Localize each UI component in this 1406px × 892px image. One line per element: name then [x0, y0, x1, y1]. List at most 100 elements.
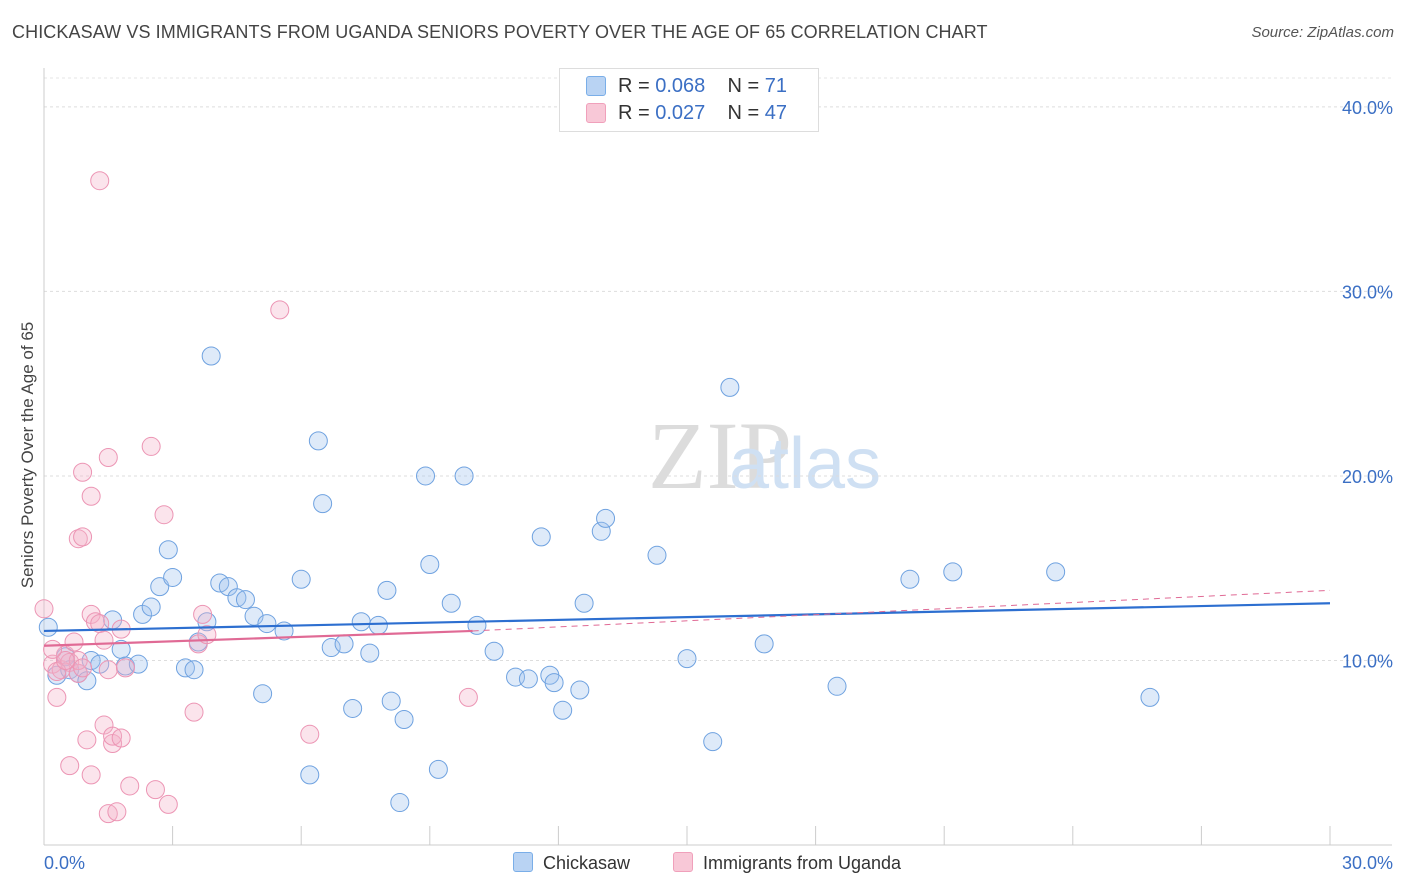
point-chickasaw-42: [390, 793, 410, 813]
point-chickasaw-34: [321, 638, 341, 658]
point-uganda-32: [141, 436, 161, 456]
point-chickasaw-66: [827, 676, 847, 696]
point-uganda-16: [81, 765, 101, 785]
point-uganda-34: [154, 505, 174, 525]
point-uganda-23: [98, 660, 118, 680]
legend-n-label: N =: [727, 75, 760, 97]
legend-r-label: R =: [618, 75, 650, 97]
point-uganda-21: [94, 630, 114, 650]
point-chickasaw-43: [394, 710, 414, 730]
data-points: [34, 171, 1160, 824]
point-chickasaw-41: [381, 691, 401, 711]
legend-swatch-chickasaw: [586, 76, 606, 96]
point-uganda-33: [145, 780, 165, 800]
legend-r-label: R =: [618, 102, 650, 124]
legend-n-value: 47: [764, 102, 788, 124]
point-chickasaw-13: [141, 597, 161, 617]
watermark-zip: ZIP: [648, 402, 792, 509]
point-chickasaw-65: [754, 634, 774, 654]
point-uganda-2: [47, 687, 67, 707]
trend-line-chickasaw: [43, 602, 1331, 633]
y-tick-label-0: 10.0%: [1342, 651, 1393, 671]
point-chickasaw-55: [544, 673, 564, 693]
point-chickasaw-47: [441, 593, 461, 613]
point-chickasaw-53: [531, 527, 551, 547]
point-uganda-44: [55, 650, 75, 670]
axes: [43, 68, 1392, 846]
point-uganda-30: [111, 728, 131, 748]
legend-n-value: 71: [764, 75, 788, 97]
bottom-legend-label-uganda: Immigrants from Uganda: [703, 853, 902, 873]
point-uganda-42: [458, 687, 478, 707]
point-uganda-6: [60, 756, 80, 776]
point-chickasaw-18: [184, 660, 204, 680]
legend-r-value: 0.027: [655, 102, 706, 124]
point-uganda-0: [34, 599, 54, 619]
point-uganda-45: [43, 639, 63, 659]
point-uganda-41: [300, 724, 320, 744]
grid-lines: [44, 77, 1392, 661]
source-credit: Source: ZipAtlas.com: [1251, 24, 1394, 41]
point-chickasaw-60: [596, 508, 616, 528]
point-chickasaw-38: [360, 643, 380, 663]
point-uganda-12: [73, 527, 93, 547]
point-chickasaw-64: [720, 377, 740, 397]
point-uganda-28: [107, 802, 127, 822]
point-uganda-36: [184, 702, 204, 722]
point-chickasaw-0: [38, 617, 58, 637]
point-chickasaw-25: [235, 590, 255, 610]
point-uganda-17: [81, 486, 101, 506]
point-chickasaw-50: [484, 641, 504, 661]
point-chickasaw-67: [900, 569, 920, 589]
point-chickasaw-70: [1140, 687, 1160, 707]
point-chickasaw-28: [257, 614, 277, 634]
point-chickasaw-59: [591, 521, 611, 541]
legend-n-label: N =: [727, 102, 760, 124]
point-chickasaw-30: [291, 569, 311, 589]
y-tick-label-1: 20.0%: [1342, 467, 1393, 487]
trend-line-uganda: [43, 629, 473, 647]
bottom-legend-swatch-uganda: [673, 852, 693, 872]
point-chickasaw-39: [368, 615, 388, 635]
bottom-legend-swatch-chickasaw: [513, 852, 533, 872]
point-chickasaw-48: [454, 466, 474, 486]
bottom-legend-chickasaw: Chickasaw: [513, 852, 630, 874]
point-chickasaw-68: [943, 562, 963, 582]
point-uganda-46: [115, 658, 135, 678]
point-chickasaw-69: [1046, 562, 1066, 582]
legend: R = 0.068 N = 71 R = 0.027 N = 47: [559, 68, 819, 132]
point-chickasaw-52: [518, 669, 538, 689]
point-chickasaw-27: [253, 684, 273, 704]
point-chickasaw-45: [420, 555, 440, 575]
point-uganda-20: [90, 171, 110, 191]
trend-line-uganda-extrapolated: [472, 589, 1331, 632]
bottom-legend-uganda: Immigrants from Uganda: [673, 852, 901, 874]
point-chickasaw-40: [377, 580, 397, 600]
point-chickasaw-62: [677, 649, 697, 669]
legend-r-value: 0.068: [655, 75, 706, 97]
point-uganda-14: [77, 730, 97, 750]
point-chickasaw-61: [647, 545, 667, 565]
point-chickasaw-16: [163, 567, 183, 587]
point-chickasaw-33: [313, 494, 333, 514]
point-uganda-11: [73, 658, 93, 678]
chart-title: CHICKASAW VS IMMIGRANTS FROM UGANDA SENI…: [12, 22, 988, 42]
point-uganda-40: [270, 300, 290, 320]
point-chickasaw-31: [300, 765, 320, 785]
point-uganda-13: [73, 462, 93, 482]
point-uganda-31: [120, 776, 140, 796]
y-tick-label-2: 30.0%: [1342, 282, 1393, 302]
watermark-atlas: atlas: [729, 424, 881, 504]
x-tick-label-1: 30.0%: [1342, 853, 1393, 873]
point-chickasaw-63: [703, 732, 723, 752]
legend-text-chickasaw: R = 0.068 N = 71: [618, 75, 787, 98]
point-chickasaw-21: [201, 346, 221, 366]
y-tick-label-3: 40.0%: [1342, 98, 1393, 118]
point-uganda-38: [193, 604, 213, 624]
x-tick-label-0: 0.0%: [44, 853, 85, 873]
point-chickasaw-15: [158, 540, 178, 560]
point-chickasaw-44: [416, 466, 436, 486]
legend-text-uganda: R = 0.027 N = 47: [618, 102, 787, 125]
point-chickasaw-37: [351, 612, 371, 632]
